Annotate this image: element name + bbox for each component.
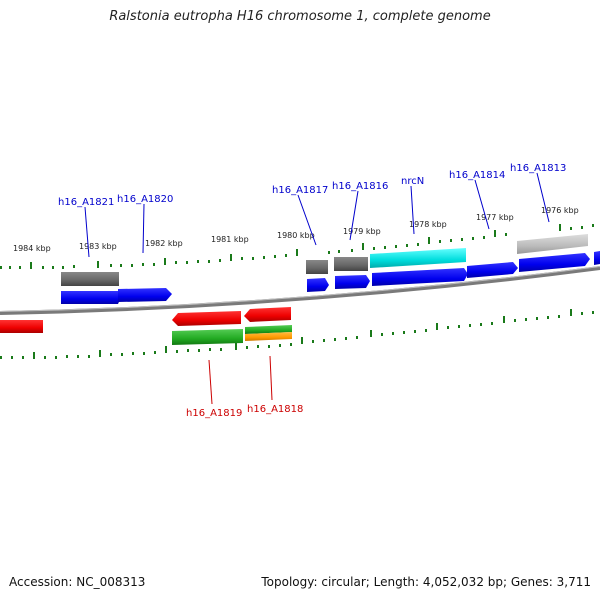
- leader-lines-forward: [84, 172, 550, 258]
- cds-forward-arrow[interactable]: [335, 275, 370, 289]
- outer-scale: [0, 224, 594, 269]
- cds-forward-arrow[interactable]: [118, 288, 172, 302]
- leader-lines-reverse: [208, 355, 273, 405]
- gene-label[interactable]: h16_A1821: [58, 197, 114, 208]
- cds-forward-arrow[interactable]: [467, 262, 518, 278]
- scale-label: 1984 kbp: [13, 244, 51, 253]
- feature-green[interactable]: [245, 325, 292, 334]
- accession-text: Accession: NC_008313: [9, 575, 146, 589]
- cds-forward-arrow[interactable]: [594, 251, 600, 265]
- cds-reverse-arrow[interactable]: [172, 311, 241, 326]
- cds-forward-arrow[interactable]: [61, 291, 121, 304]
- gene-label[interactable]: h16_A1813: [510, 163, 566, 174]
- gene-label[interactable]: nrcN: [401, 176, 424, 187]
- gene-bar[interactable]: [306, 260, 328, 274]
- gene-label[interactable]: h16_A1819: [186, 408, 242, 419]
- scale-label: 1982 kbp: [145, 239, 183, 248]
- genome-summary-text: Topology: circular; Length: 4,052,032 bp…: [261, 575, 591, 589]
- gene-bar[interactable]: [334, 257, 368, 271]
- gene-bar-cyan[interactable]: [370, 248, 466, 268]
- scale-label: 1978 kbp: [409, 220, 447, 229]
- gene-label[interactable]: h16_A1814: [449, 170, 505, 181]
- scale-label: 1979 kbp: [343, 227, 381, 236]
- cds-reverse-arrow[interactable]: [244, 307, 291, 322]
- cds-reverse-arrow[interactable]: [0, 320, 43, 333]
- gene-bar-pseudo[interactable]: [517, 234, 588, 254]
- scale-label: 1983 kbp: [79, 242, 117, 251]
- scale-label: 1977 kbp: [476, 213, 514, 222]
- scale-label: 1981 kbp: [211, 235, 249, 244]
- backbone-highlight: [0, 266, 600, 312]
- gene-label[interactable]: h16_A1820: [117, 194, 173, 205]
- scale-label: 1980 kbp: [277, 231, 315, 240]
- backbone: [0, 266, 600, 315]
- inner-scale: [0, 309, 594, 359]
- feature-green[interactable]: [172, 329, 243, 345]
- page-title: Ralstonia eutropha H16 chromosome 1, com…: [109, 9, 491, 24]
- gene-label[interactable]: h16_A1816: [332, 181, 388, 192]
- cds-forward-arrow[interactable]: [372, 268, 468, 286]
- feature-orange[interactable]: [245, 332, 292, 341]
- cds-forward-arrow[interactable]: [307, 278, 329, 292]
- cds-forward-arrow[interactable]: [519, 253, 590, 272]
- gene-bar[interactable]: [61, 272, 119, 286]
- gene-label[interactable]: h16_A1817: [272, 185, 328, 196]
- gene-label[interactable]: h16_A1818: [247, 404, 303, 415]
- scale-label: 1976 kbp: [541, 206, 579, 215]
